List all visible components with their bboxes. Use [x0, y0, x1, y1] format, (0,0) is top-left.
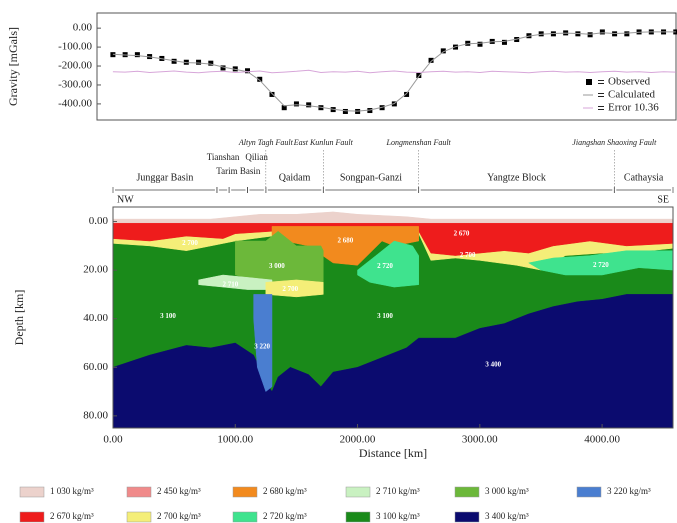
observed-point — [343, 109, 348, 114]
legend-label: 3 000 kg/m³ — [485, 486, 529, 496]
fault-label: East Kunlun Fault — [293, 138, 354, 147]
fault-label: Altyn Tagh Fault — [238, 138, 294, 147]
legend-swatch — [20, 487, 44, 497]
legend-label: Observed — [608, 76, 651, 88]
legend-label: Calculated — [608, 89, 656, 101]
legend-label: 1 030 kg/m³ — [50, 486, 94, 496]
legend-swatch — [577, 487, 601, 497]
observed-point — [600, 29, 605, 34]
observed-point — [294, 101, 299, 106]
density-label: 2 670 — [454, 229, 470, 237]
region-label: Yangtze Block — [487, 172, 546, 183]
plot-frame — [97, 13, 676, 120]
legend-swatch — [127, 487, 151, 497]
x-tick-label: 4000.00 — [584, 434, 620, 446]
density-label: 3 220 — [254, 342, 270, 350]
region-label: Qaidam — [279, 172, 311, 183]
legend-label: 3 400 kg/m³ — [485, 511, 529, 521]
legend-swatch — [127, 512, 151, 522]
region-label: Junggar Basin — [136, 172, 193, 183]
legend-swatch — [455, 487, 479, 497]
legend-label: 2 680 kg/m³ — [263, 486, 307, 496]
legend-swatch — [233, 487, 257, 497]
legend-swatch — [233, 512, 257, 522]
y-tick-label: 60.00 — [83, 361, 108, 373]
edge-label: SE — [657, 194, 669, 205]
density-label: 2 680 — [337, 237, 353, 245]
density-label: 3 100 — [377, 312, 393, 320]
y-tick-label: -400.00 — [58, 97, 92, 109]
legend-label: 2 720 kg/m³ — [263, 511, 307, 521]
y-tick-label: 0.00 — [89, 215, 109, 227]
density-body — [113, 212, 673, 223]
y-tick-label: 40.00 — [83, 312, 108, 324]
observed-point — [588, 32, 593, 37]
fault-label: Jiangshan Shaoxing Fault — [572, 138, 657, 147]
density-label: 2 720 — [377, 262, 393, 270]
legend-swatch — [20, 512, 44, 522]
legend-label: Error 10.36 — [608, 102, 659, 114]
y-tick-label: 0.00 — [73, 22, 93, 34]
density-label: 3 000 — [269, 262, 285, 270]
observed-point — [306, 102, 311, 107]
y-tick-label: -100.00 — [58, 41, 92, 53]
legend-swatch — [346, 487, 370, 497]
legend-label: 2 710 kg/m³ — [376, 486, 420, 496]
region-label: Cathaysia — [624, 172, 664, 183]
y-tick-label: -300.00 — [58, 78, 92, 90]
region-label: Tarim Basin — [216, 166, 261, 176]
legend-swatch — [346, 512, 370, 522]
density-label: 3 100 — [160, 312, 176, 320]
series-line — [113, 70, 676, 73]
legend-label: 2 700 kg/m³ — [157, 511, 201, 521]
region-label: Qilian — [245, 152, 268, 162]
figure: 0.00 -100.00 -200.00 -300.00 -400.00 Gravity … — [0, 0, 677, 523]
observed-point — [196, 60, 201, 65]
observed-point — [269, 92, 274, 97]
observed-point — [624, 31, 629, 36]
y-tick-label: 20.00 — [83, 264, 108, 276]
x-axis-title: Distance [km] — [359, 446, 427, 460]
x-tick-label: 0.00 — [103, 434, 123, 446]
y-tick-label: -200.00 — [58, 60, 92, 72]
density-label: 3 400 — [485, 360, 501, 368]
density-label: 2 710 — [223, 280, 239, 288]
y-axis-title: Depth [km] — [12, 290, 26, 346]
density-label: 2 700 — [182, 239, 198, 247]
legend-swatch — [586, 79, 592, 85]
x-tick-label: 3000.00 — [462, 434, 498, 446]
x-tick-label: 2000.00 — [340, 434, 376, 446]
legend-label: 2 670 kg/m³ — [50, 511, 94, 521]
edge-label: NW — [117, 194, 134, 205]
density-label: 2 720 — [593, 261, 609, 269]
legend-label: 3 100 kg/m³ — [376, 511, 420, 521]
legend-swatch — [455, 512, 479, 522]
fault-label: Longmenshan Fault — [386, 138, 452, 147]
x-tick-label: 1000.00 — [217, 434, 253, 446]
region-label: Tianshan — [207, 152, 240, 162]
observed-point — [477, 42, 482, 47]
legend-label: 2 450 kg/m³ — [157, 486, 201, 496]
y-axis-title: Gravity [mGals] — [6, 27, 20, 106]
observed-point — [135, 52, 140, 57]
legend-label: 3 220 kg/m³ — [607, 486, 651, 496]
region-label: Songpan-Ganzi — [340, 172, 402, 183]
density-label: 2 700 — [282, 285, 298, 293]
y-tick-label: 80.00 — [83, 409, 108, 421]
density-label: 2 700 — [460, 251, 476, 259]
